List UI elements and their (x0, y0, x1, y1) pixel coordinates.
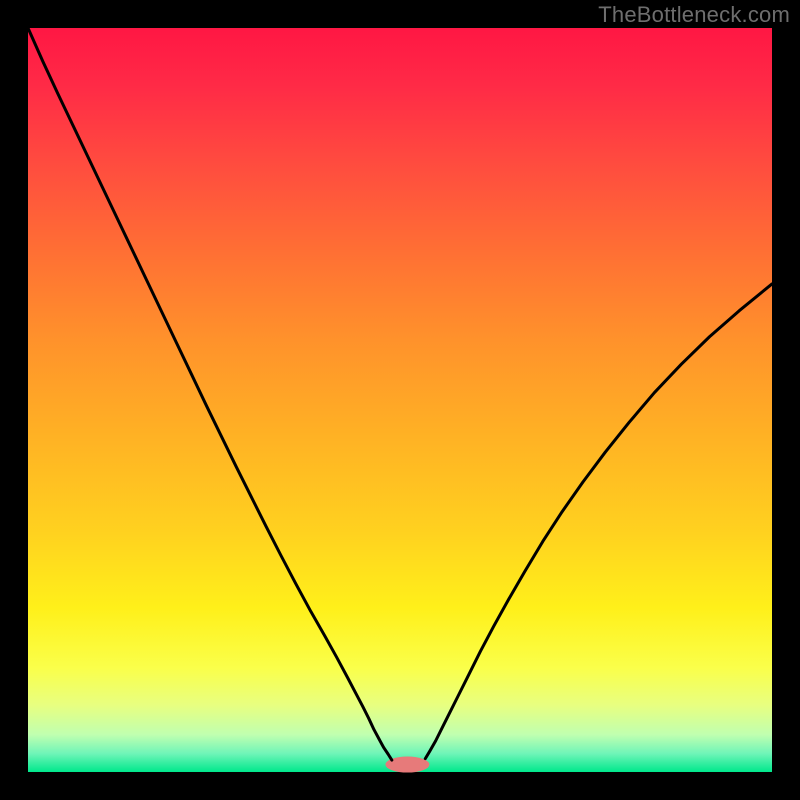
plot-background (28, 28, 772, 772)
chart-container: TheBottleneck.com (0, 0, 800, 800)
bottleneck-chart (0, 0, 800, 800)
watermark-text: TheBottleneck.com (598, 2, 790, 28)
